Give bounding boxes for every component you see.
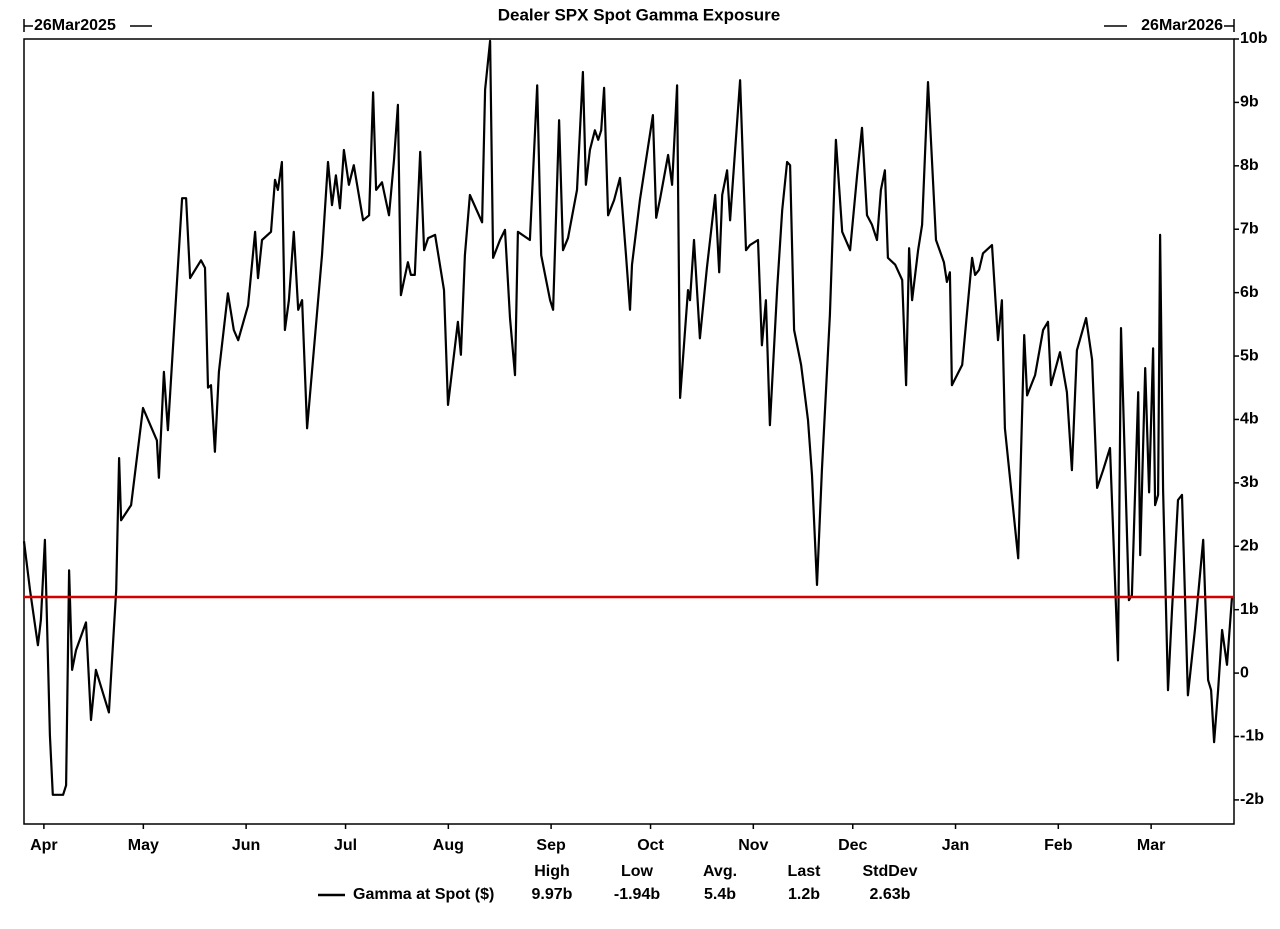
y-tick-label: 6b [1240,284,1259,301]
plot-frame [23,38,1235,825]
end-date-label: 26Mar2026 [1141,17,1223,34]
chart-title: Dealer SPX Spot Gamma Exposure [498,5,781,24]
stat-value: 9.97b [532,886,573,903]
y-tick-label: 0 [1240,664,1249,681]
y-tick-label: 5b [1240,347,1259,364]
x-tick-label: Oct [637,837,664,854]
stat-value: 5.4b [704,886,736,903]
stat-value: 2.63b [870,886,911,903]
x-tick-label: Dec [838,837,867,854]
stat-header: High [534,863,570,880]
stat-header: Last [788,863,822,880]
stat-header: Avg. [703,863,737,880]
y-tick-label: 2b [1240,537,1259,554]
start-date-label: 26Mar2025 [34,17,116,34]
stat-value: -1.94b [614,886,660,903]
x-tick-label: May [128,837,159,854]
x-tick-label: Jul [334,837,357,854]
y-tick-label: 3b [1240,474,1259,491]
y-tick-label: -1b [1240,728,1264,745]
stat-header: StdDev [862,863,917,880]
x-tick-label: Aug [433,837,464,854]
start-bracket [23,19,152,32]
stat-value: 1.2b [788,886,820,903]
y-tick-label: 10b [1240,30,1268,47]
x-tick-label: Sep [536,837,566,854]
legend-label: Gamma at Spot ($) [353,886,494,903]
x-tick-label: Mar [1137,837,1165,854]
y-tick-label: 1b [1240,601,1259,618]
y-tick-label: 9b [1240,94,1259,111]
x-tick-label: Feb [1044,837,1073,854]
y-tick-label: 4b [1240,411,1259,428]
y-tick-label: 8b [1240,157,1259,174]
end-bracket [1104,19,1235,32]
x-tick-label: Jan [942,837,970,854]
y-tick-label: -2b [1240,791,1264,808]
x-tick-label: Jun [232,837,260,854]
x-tick-label: Nov [738,837,768,854]
x-tick-label: Apr [30,837,58,854]
y-tick-label: 7b [1240,220,1259,237]
series-line [22,39,1234,796]
stat-header: Low [621,863,654,880]
